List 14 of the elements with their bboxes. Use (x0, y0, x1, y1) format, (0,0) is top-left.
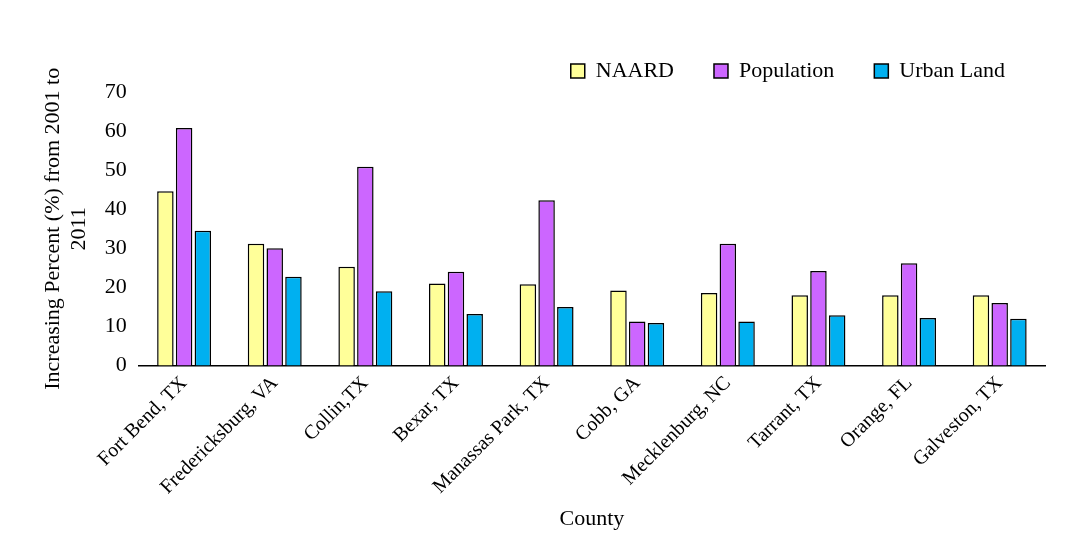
y-axis-title: Increasing Percent (%) from 2001 to 2011 (38, 67, 91, 390)
y-tick-label: 40 (104, 195, 127, 221)
y-tick-label: 10 (104, 312, 127, 338)
legend-label: Population (738, 56, 835, 82)
legend-label: NAARD (595, 56, 674, 82)
x-axis-title: County (559, 504, 625, 530)
legend-label: Urban Land (899, 56, 1006, 82)
y-tick-label: 60 (104, 116, 127, 142)
y-tick-label: 30 (104, 234, 127, 260)
y-tick-label: 70 (104, 77, 127, 103)
y-tick-label: 20 (104, 273, 127, 299)
y-tick-label: 0 (115, 351, 127, 377)
y-tick-label: 50 (104, 155, 127, 181)
x-tick-label: Cobb, GA (570, 370, 645, 445)
